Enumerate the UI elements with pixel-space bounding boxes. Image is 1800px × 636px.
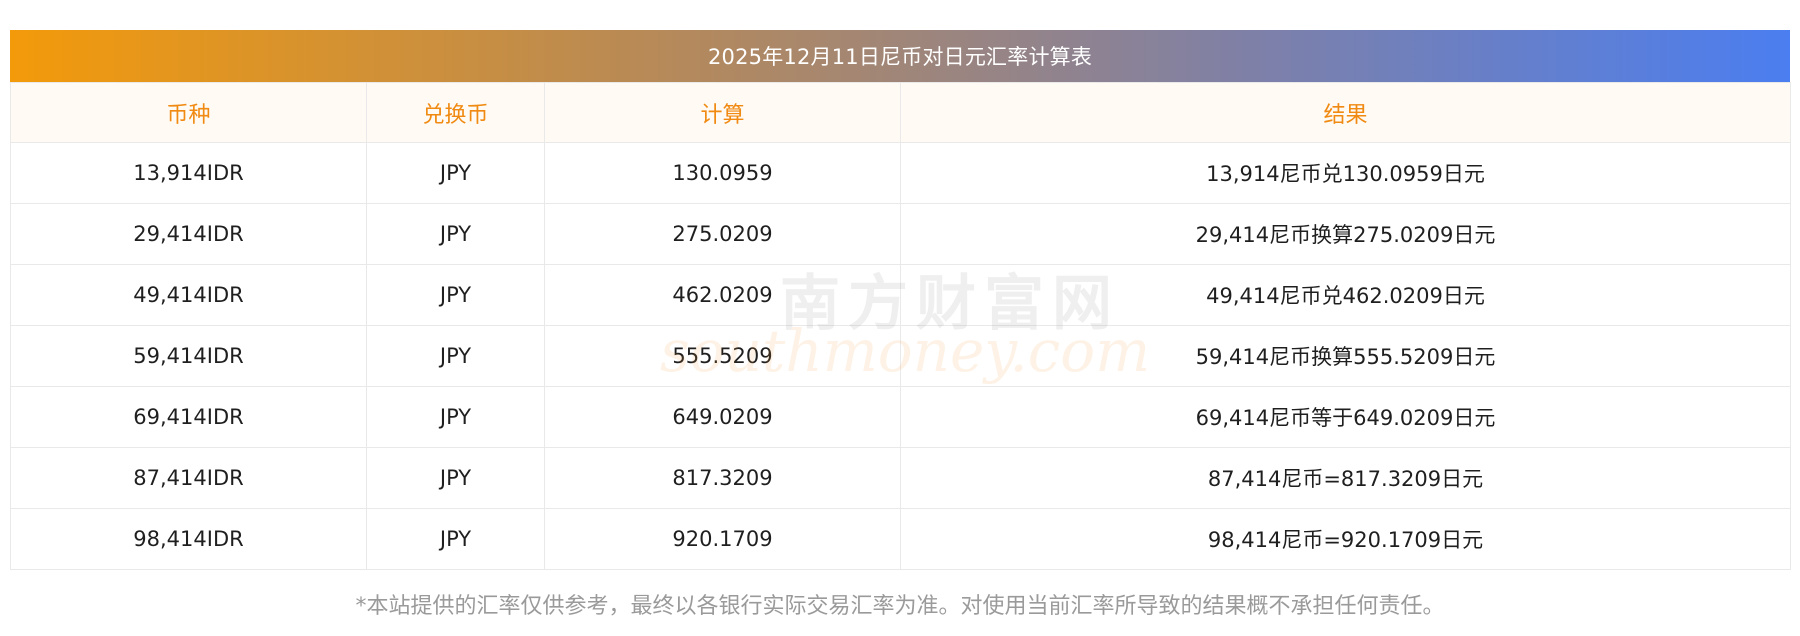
table-row: 69,414IDR JPY 649.0209 69,414尼币等于649.020… xyxy=(10,386,1791,448)
cell-target-currency: JPY xyxy=(366,203,545,265)
disclaimer-text: *本站提供的汇率仅供参考，最终以各银行实际交易汇率为准。对使用当前汇率所导致的结… xyxy=(355,594,1445,619)
table-row: 98,414IDR JPY 920.1709 98,414尼币=920.1709… xyxy=(10,508,1791,570)
header-result: 结果 xyxy=(900,82,1791,143)
cell-calculation: 817.3209 xyxy=(544,447,901,509)
rate-table-container: 2025年12月11日尼币对日元汇率计算表 币种 兑换币 计算 结果 13,91… xyxy=(10,30,1791,570)
cell-currency: 98,414IDR xyxy=(10,508,367,570)
cell-calculation: 130.0959 xyxy=(544,142,901,204)
cell-result: 69,414尼币等于649.0209日元 xyxy=(900,386,1791,448)
cell-target-currency: JPY xyxy=(366,264,545,326)
table-row: 87,414IDR JPY 817.3209 87,414尼币=817.3209… xyxy=(10,447,1791,509)
cell-target-currency: JPY xyxy=(366,447,545,509)
cell-result: 49,414尼币兑462.0209日元 xyxy=(900,264,1791,326)
header-currency: 币种 xyxy=(10,82,367,143)
header-calculation: 计算 xyxy=(544,82,901,143)
cell-currency: 49,414IDR xyxy=(10,264,367,326)
cell-target-currency: JPY xyxy=(366,386,545,448)
cell-calculation: 649.0209 xyxy=(544,386,901,448)
table-row: 59,414IDR JPY 555.5209 59,414尼币换算555.520… xyxy=(10,325,1791,387)
cell-calculation: 275.0209 xyxy=(544,203,901,265)
cell-result: 29,414尼币换算275.0209日元 xyxy=(900,203,1791,265)
table-row: 29,414IDR JPY 275.0209 29,414尼币换算275.020… xyxy=(10,203,1791,265)
cell-calculation: 555.5209 xyxy=(544,325,901,387)
cell-currency: 13,914IDR xyxy=(10,142,367,204)
header-target-currency: 兑换币 xyxy=(366,82,545,143)
table-header-row: 币种 兑换币 计算 结果 xyxy=(10,82,1791,143)
cell-result: 13,914尼币兑130.0959日元 xyxy=(900,142,1791,204)
cell-calculation: 920.1709 xyxy=(544,508,901,570)
cell-result: 59,414尼币换算555.5209日元 xyxy=(900,325,1791,387)
cell-result: 98,414尼币=920.1709日元 xyxy=(900,508,1791,570)
cell-target-currency: JPY xyxy=(366,325,545,387)
cell-currency: 29,414IDR xyxy=(10,203,367,265)
cell-target-currency: JPY xyxy=(366,142,545,204)
cell-currency: 87,414IDR xyxy=(10,447,367,509)
cell-calculation: 462.0209 xyxy=(544,264,901,326)
table-title: 2025年12月11日尼币对日元汇率计算表 xyxy=(10,30,1790,82)
table-row: 49,414IDR JPY 462.0209 49,414尼币兑462.0209… xyxy=(10,264,1791,326)
cell-currency: 59,414IDR xyxy=(10,325,367,387)
cell-currency: 69,414IDR xyxy=(10,386,367,448)
cell-result: 87,414尼币=817.3209日元 xyxy=(900,447,1791,509)
table-row: 13,914IDR JPY 130.0959 13,914尼币兑130.0959… xyxy=(10,142,1791,204)
exchange-rate-table: 币种 兑换币 计算 结果 13,914IDR JPY 130.0959 13,9… xyxy=(10,82,1791,570)
cell-target-currency: JPY xyxy=(366,508,545,570)
